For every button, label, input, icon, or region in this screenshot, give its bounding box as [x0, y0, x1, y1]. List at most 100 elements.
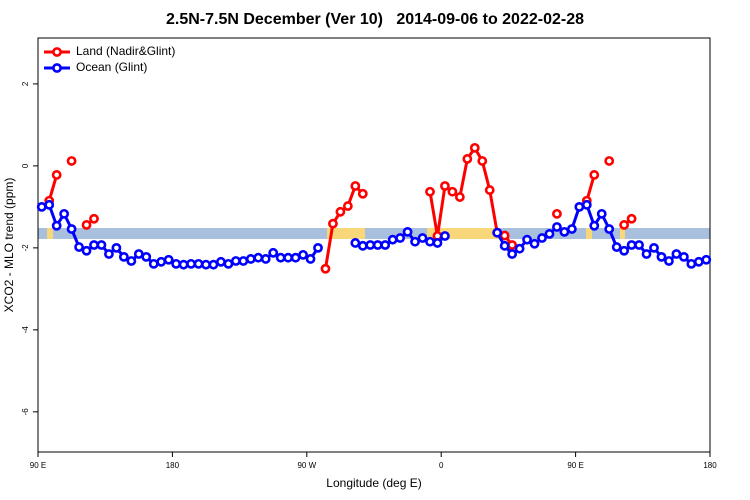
x-axis-label: Longitude (deg E): [326, 476, 421, 490]
data-point: [574, 201, 585, 212]
data-point: [290, 252, 301, 263]
data-point: [81, 220, 92, 230]
data-point: [552, 208, 562, 219]
data-point: [522, 234, 532, 245]
y-axis-label: XCO2 - MLO trend (ppm): [2, 178, 16, 313]
data-point: [611, 242, 622, 252]
data-point: [544, 229, 555, 239]
data-point: [216, 256, 226, 267]
data-point: [499, 240, 510, 251]
data-point: [59, 208, 70, 219]
data-point: [298, 249, 308, 260]
data-point: [417, 233, 428, 243]
data-point: [96, 240, 107, 250]
data-point: [477, 156, 488, 166]
data-point: [178, 259, 189, 270]
data-point: [402, 226, 413, 237]
data-point: [335, 206, 346, 217]
legend: Land (Nadir&Glint) Ocean (Glint): [44, 44, 175, 74]
data-point: [357, 188, 368, 199]
data-point: [440, 231, 450, 241]
land-band: [620, 228, 625, 239]
x-tick-label: 180: [703, 461, 717, 470]
data-point: [156, 256, 167, 267]
data-point: [283, 252, 294, 263]
data-point: [395, 233, 406, 243]
x-tick-label: 90 W: [297, 461, 316, 470]
data-point: [626, 213, 637, 224]
data-point: [141, 251, 152, 262]
legend-marker: [52, 63, 62, 73]
data-point: [447, 186, 458, 197]
data-point: [604, 156, 615, 166]
data-point: [357, 240, 368, 251]
data-point: [223, 258, 234, 269]
data-point: [484, 185, 495, 195]
data-point: [462, 154, 473, 164]
data-point: [230, 256, 241, 266]
data-point: [89, 213, 99, 224]
data-point: [260, 254, 271, 264]
data-point: [253, 252, 264, 263]
data-point: [89, 240, 99, 250]
data-point: [469, 142, 480, 153]
data-point: [81, 245, 92, 256]
data-point: [148, 258, 159, 269]
data-point: [604, 224, 615, 234]
data-point: [581, 199, 592, 210]
data-point: [51, 170, 62, 180]
ocean-band: [38, 228, 710, 239]
data-point: [380, 240, 391, 250]
data-point: [66, 156, 77, 166]
data-point: [387, 234, 398, 245]
x-tick-label: 0: [439, 461, 444, 470]
data-point: [559, 226, 570, 237]
series: [36, 199, 712, 270]
data-point: [440, 181, 450, 191]
data-point: [634, 240, 644, 250]
data-point: [566, 224, 577, 234]
data-point: [671, 249, 682, 259]
plot-frame: [37, 37, 711, 453]
land-band: [327, 228, 365, 239]
data-point: [664, 256, 674, 266]
y-tick-label: -2: [21, 244, 30, 252]
data-point: [118, 251, 129, 262]
data-point: [51, 220, 62, 231]
data-point: [686, 258, 697, 269]
x-tick-label: 90 E: [567, 461, 583, 470]
data-point: [492, 227, 503, 238]
legend-label: Land (Nadir&Glint): [76, 44, 175, 58]
data-point: [163, 254, 174, 265]
data-point: [619, 245, 630, 256]
surface-band: [38, 228, 710, 239]
data-point: [365, 240, 376, 250]
legend-label: Ocean (Glint): [76, 60, 147, 74]
data-point: [425, 236, 435, 247]
data-point: [678, 251, 689, 262]
data-point: [589, 170, 600, 180]
data-point: [454, 192, 465, 202]
data-point: [619, 220, 630, 230]
data-point: [701, 254, 712, 265]
data-point: [529, 238, 540, 249]
data-point: [350, 181, 361, 191]
y-tick-label: 2: [21, 81, 30, 86]
data-point: [693, 256, 704, 267]
data-point: [201, 259, 211, 270]
y-tick-label: -6: [21, 408, 30, 416]
data-point: [432, 238, 443, 248]
data-point: [268, 247, 279, 258]
data-point: [372, 240, 383, 250]
data-point: [410, 236, 420, 247]
data-point: [499, 230, 510, 241]
data-point: [111, 242, 122, 253]
data-point: [596, 208, 607, 219]
y-tick-label: -4: [21, 326, 30, 334]
data-point: [320, 263, 331, 274]
data-point: [133, 249, 144, 259]
data-point: [328, 218, 338, 229]
data-point: [514, 243, 525, 254]
